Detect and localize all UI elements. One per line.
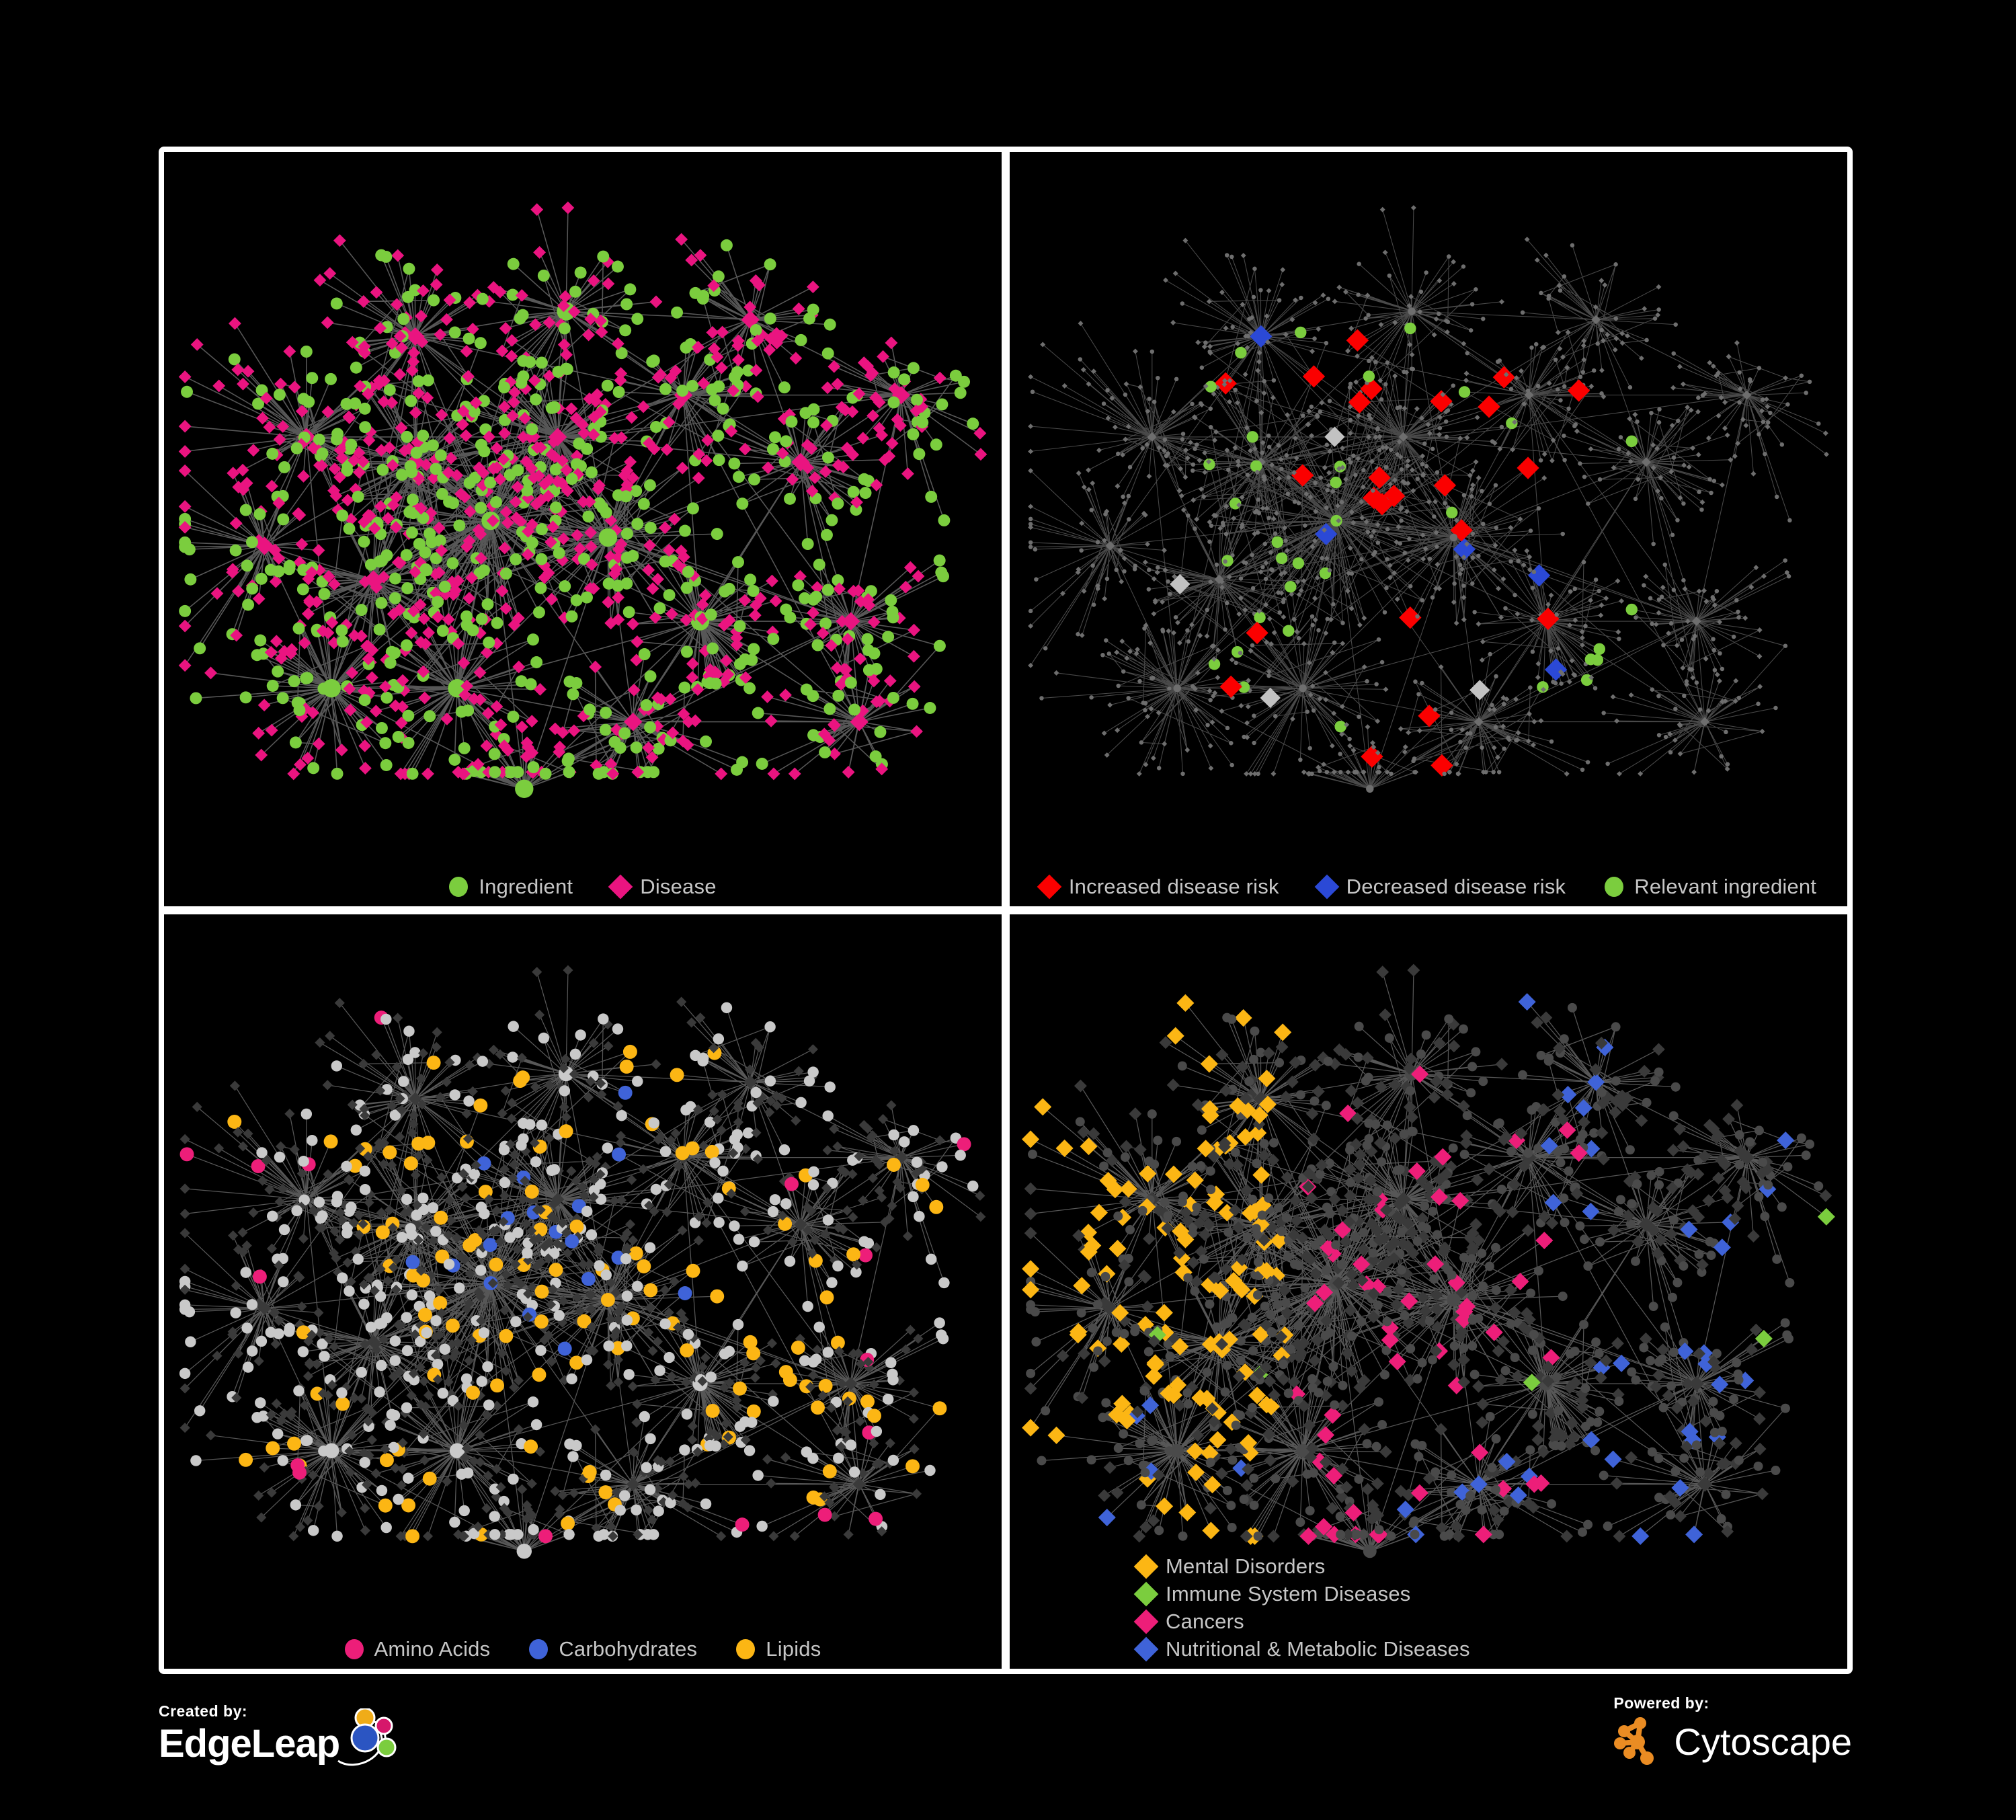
footer: Created by: EdgeLeap Powere [159, 1689, 1857, 1810]
network-canvas-2[interactable] [1010, 152, 1847, 906]
cytoscape-logo-icon [1614, 1717, 1654, 1765]
powered-by-kicker: Powered by: [1613, 1694, 1709, 1712]
panel-nutrient-classes[interactable]: Amino Acids Carbohydrates Lipids [164, 914, 1002, 1669]
cytoscape-brand[interactable]: Powered by: [1609, 1694, 1852, 1770]
panel-disease-classes[interactable]: Mental Disorders Immune System Diseases … [1010, 914, 1847, 1669]
figure-frame: Ingredient Disease Increased disease ris… [159, 147, 1853, 1674]
edgeleap-logo-icon [337, 1708, 397, 1766]
edgeleap-wordmark: EdgeLeap [159, 1722, 340, 1766]
created-by-kicker: Created by: [159, 1702, 248, 1720]
network-canvas-4[interactable] [1010, 914, 1847, 1669]
network-canvas-3[interactable] [164, 914, 1002, 1669]
network-canvas-1[interactable] [164, 152, 1002, 906]
panel-ingredient-disease[interactable]: Ingredient Disease [164, 152, 1002, 906]
panel-disease-risk[interactable]: Increased disease risk Decreased disease… [1010, 152, 1847, 906]
edgeleap-brand[interactable]: Created by: EdgeLeap [159, 1702, 409, 1766]
cytoscape-wordmark: Cytoscape [1674, 1720, 1852, 1764]
